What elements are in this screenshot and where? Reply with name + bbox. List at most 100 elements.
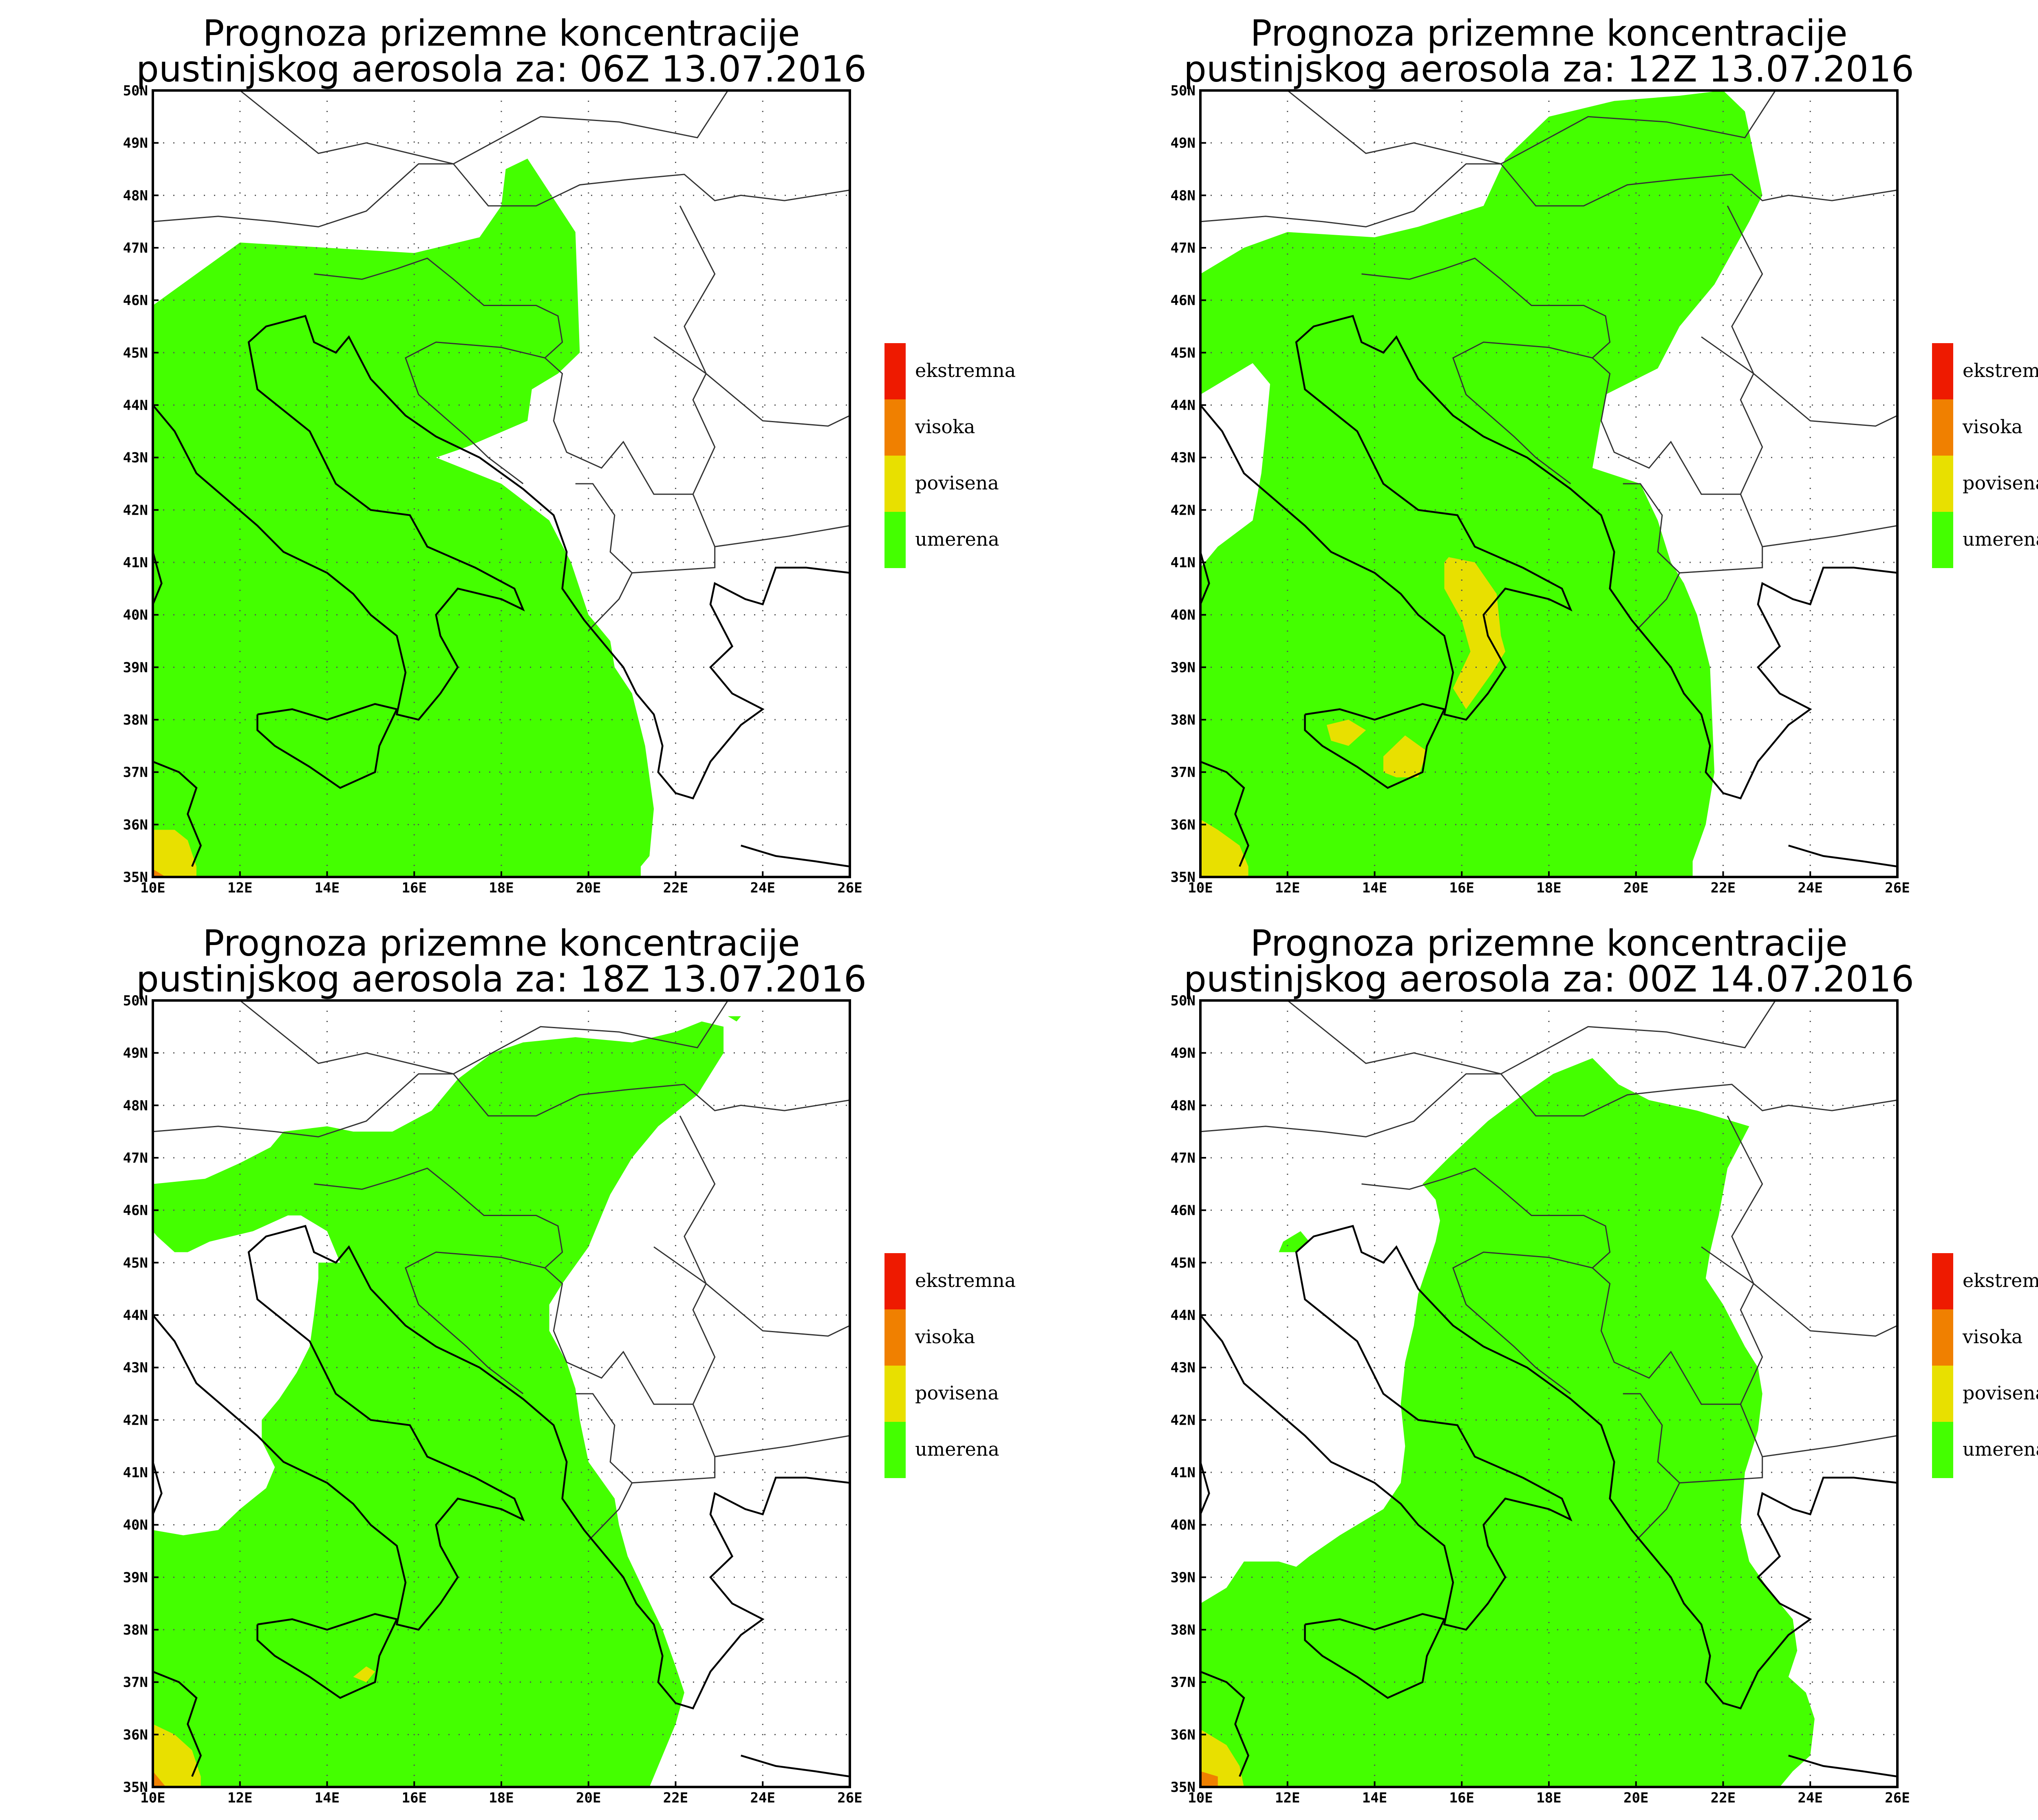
y-tick-label: 45N: [1171, 345, 1195, 361]
map-panel-1: Prognoza prizemne koncentracijepustinjsk…: [123, 12, 1016, 896]
y-tick-label: 47N: [1171, 240, 1195, 256]
coastline: [1200, 1670, 1250, 1777]
coastline: [741, 1754, 850, 1778]
coastline: [1200, 1225, 1897, 1710]
map-panel-4: Prognoza prizemne koncentracijepustinjsk…: [1171, 922, 2038, 1806]
x-tick-label: 14E: [315, 1790, 340, 1806]
y-tick-label: 37N: [123, 1675, 148, 1691]
legend: ekstremna visoka povisena umerena: [884, 343, 1016, 568]
panel-title-line1: Prognoza prizemne koncentracije: [203, 922, 800, 964]
x-tick-label: 16E: [402, 1790, 427, 1806]
coastline: [1304, 1613, 1446, 1699]
y-tick-label: 35N: [1171, 869, 1195, 886]
country-border: [1762, 1435, 1897, 1457]
panel-title-line2: pustinjskog aerosola za: 18Z 13.07.2016: [136, 958, 867, 1000]
country-border: [1200, 163, 1897, 228]
x-tick-label: 10E: [140, 880, 165, 896]
legend-label: umerena: [1963, 528, 2038, 550]
country-border: [715, 1435, 850, 1457]
legend-label: povisena: [1963, 1382, 2038, 1404]
y-tick-label: 35N: [123, 1779, 148, 1796]
legend-label: visoka: [915, 1326, 975, 1348]
y-tick-label: 40N: [123, 607, 148, 624]
y-tick-label: 39N: [123, 1569, 148, 1586]
country-border: [239, 90, 454, 165]
y-tick-label: 36N: [123, 817, 148, 833]
legend-swatch-povisena: [1932, 456, 1953, 512]
y-tick-label: 44N: [1171, 397, 1195, 414]
y-tick-label: 47N: [123, 240, 148, 256]
legend: ekstremna visoka povisena umerena: [1932, 1253, 2038, 1478]
y-tick-label: 44N: [123, 397, 148, 414]
country-border: [153, 1073, 850, 1138]
country-border: [715, 525, 850, 547]
concentration-area-visoka: [153, 869, 166, 877]
y-tick-label: 46N: [1171, 1203, 1195, 1219]
map-area: [153, 90, 850, 877]
y-tick-label: 42N: [123, 1412, 148, 1428]
country-border: [1500, 90, 1776, 165]
x-tick-label: 20E: [1623, 1790, 1648, 1806]
legend-label: visoka: [1962, 1326, 2023, 1348]
country-border: [653, 205, 716, 376]
map-area: [1200, 90, 1897, 877]
concentration-area-visoka: [1200, 1771, 1218, 1787]
legend-swatch-ekstremna: [1932, 343, 1953, 399]
legend-label: povisena: [915, 1382, 999, 1404]
x-tick-label: 10E: [1188, 880, 1213, 896]
y-tick-label: 43N: [123, 450, 148, 466]
x-tick-label: 10E: [1188, 1790, 1213, 1806]
y-tick-label: 37N: [1171, 1675, 1195, 1691]
x-tick-label: 14E: [315, 880, 340, 896]
x-tick-label: 16E: [402, 880, 427, 896]
legend-label: visoka: [915, 416, 975, 438]
legend-swatch-ekstremna: [884, 1253, 906, 1309]
y-tick-label: 40N: [1171, 607, 1195, 624]
y-tick-label: 36N: [1171, 1727, 1195, 1743]
map-panel-3: Prognoza prizemne koncentracijepustinjsk…: [123, 922, 1016, 1806]
y-tick-label: 38N: [123, 712, 148, 728]
concentration-area-povisena: [1200, 1729, 1244, 1787]
legend-label: povisena: [1963, 472, 2038, 494]
y-tick-label: 39N: [1171, 659, 1195, 676]
legend-swatch-ekstremna: [1932, 1253, 1953, 1309]
y-tick-label: 40N: [1171, 1517, 1195, 1534]
y-tick-label: 38N: [1171, 712, 1195, 728]
legend-swatch-povisena: [884, 1366, 906, 1422]
country-border: [453, 90, 729, 165]
y-tick-label: 45N: [1171, 1255, 1195, 1271]
y-tick-label: 48N: [1171, 1097, 1195, 1114]
concentration-area-povisena: [1200, 819, 1248, 877]
legend-label: povisena: [915, 472, 999, 494]
y-tick-label: 44N: [1171, 1307, 1195, 1324]
concentration-area-povisena: [153, 1724, 201, 1787]
x-tick-label: 20E: [576, 880, 601, 896]
legend-swatch-visoka: [1932, 1309, 1953, 1366]
country-border: [1361, 1168, 1611, 1395]
y-tick-label: 49N: [123, 1045, 148, 1062]
coastline: [153, 315, 850, 800]
y-tick-label: 39N: [1171, 1569, 1195, 1586]
y-tick-label: 43N: [1171, 1360, 1195, 1376]
legend-label: ekstremna: [915, 359, 1016, 381]
y-tick-label: 48N: [123, 187, 148, 204]
coastline: [741, 844, 850, 868]
concentration-area-umerena: [1200, 1058, 1815, 1787]
y-tick-label: 41N: [123, 555, 148, 571]
y-tick-label: 37N: [1171, 765, 1195, 781]
map-panel-2: Prognoza prizemne koncentracijepustinjsk…: [1171, 12, 2038, 896]
concentration-area-povisena: [153, 830, 196, 877]
legend-swatch-visoka: [884, 399, 906, 456]
x-tick-label: 20E: [1623, 880, 1648, 896]
country-border: [653, 1115, 716, 1286]
y-tick-label: 40N: [123, 1517, 148, 1534]
country-border: [1287, 1000, 1501, 1075]
concentration-area-umerena: [728, 1016, 741, 1022]
y-tick-label: 39N: [123, 659, 148, 676]
x-tick-label: 12E: [1275, 1790, 1300, 1806]
country-border: [1287, 90, 1501, 165]
legend-swatch-umerena: [1932, 1422, 1953, 1478]
x-tick-label: 24E: [750, 1790, 775, 1806]
legend-swatch-povisena: [884, 456, 906, 512]
coastline: [153, 1670, 202, 1777]
